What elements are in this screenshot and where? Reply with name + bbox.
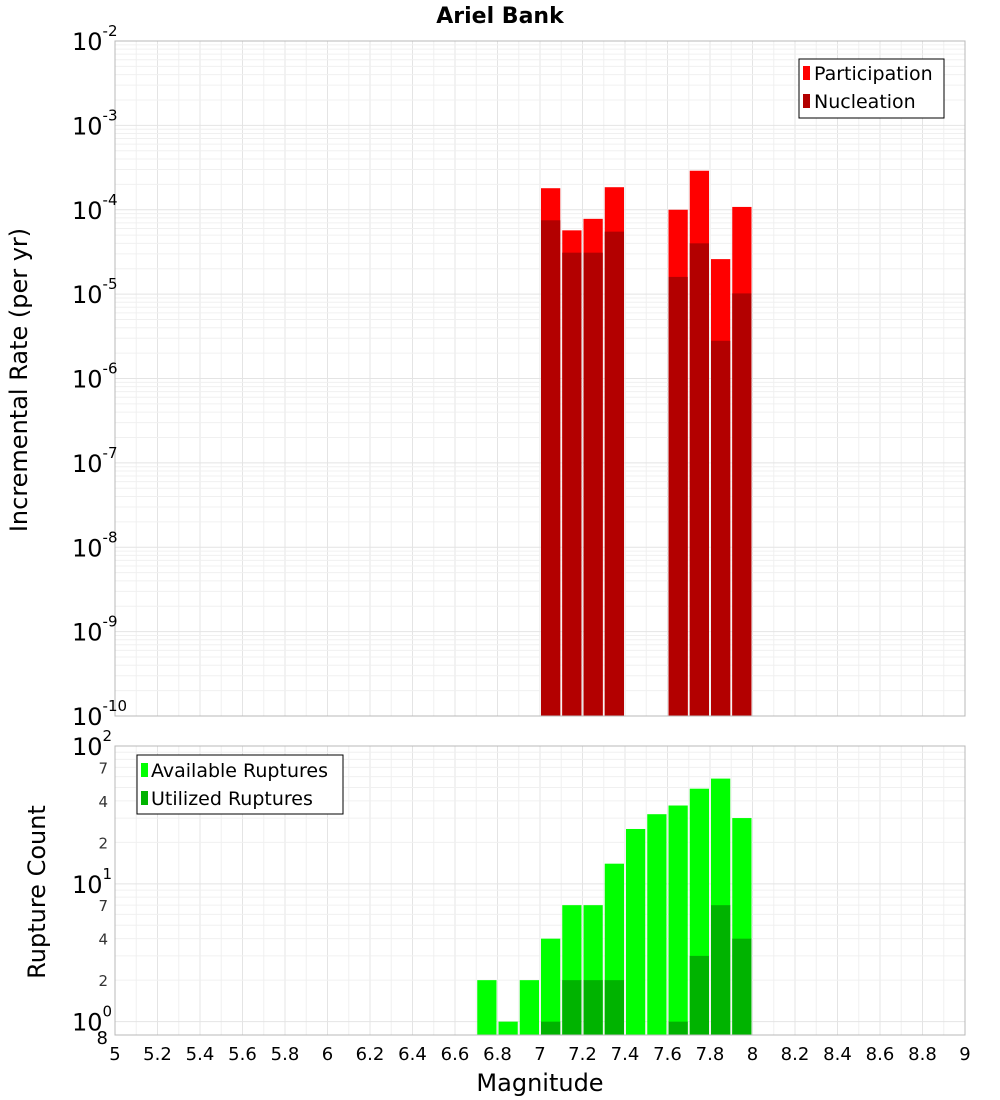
bottom-y-tick-label: 102 bbox=[72, 727, 112, 761]
bar-nucleation-7.15 bbox=[562, 252, 582, 716]
legend-swatch-utilized-ruptures bbox=[141, 791, 148, 805]
bottom-legend-box bbox=[136, 754, 344, 815]
top-y-tick-label: 10-9 bbox=[72, 613, 118, 647]
bottom-y-minor-tick-label: 4 bbox=[98, 931, 108, 949]
top-y-axis-label: Incremental Rate (per yr) bbox=[5, 228, 33, 532]
bottom-y-ticks: 102 101 100 7 4 2 7 4 2 8 bbox=[72, 727, 112, 1049]
x-tick-label: 6 bbox=[322, 1044, 333, 1065]
bar-nucleation-7.65 bbox=[668, 276, 688, 716]
legend-swatch-nucleation bbox=[803, 94, 810, 108]
bar-nucleation-7.85 bbox=[711, 340, 731, 716]
bottom-y-minor-tick-label: 2 bbox=[98, 834, 108, 852]
bottom-y-minor-tick-label: 4 bbox=[98, 793, 108, 811]
x-tick-label: 7.8 bbox=[696, 1044, 725, 1065]
x-tick-label: 7.4 bbox=[611, 1044, 640, 1065]
top-y-tick-label: 10-8 bbox=[72, 528, 118, 562]
bar-available-ruptures-7.45 bbox=[626, 828, 646, 1035]
bar-nucleation-7.75 bbox=[689, 243, 709, 717]
x-tick-label: 8.4 bbox=[823, 1044, 852, 1065]
x-tick-label: 8 bbox=[747, 1044, 758, 1065]
x-tick-label: 6.4 bbox=[398, 1044, 427, 1065]
top-y-tick-label: 10-6 bbox=[72, 360, 118, 394]
bottom-y-tick-label: 101 bbox=[72, 865, 112, 899]
bar-nucleation-7.25 bbox=[583, 252, 603, 716]
x-tick-label: 5.6 bbox=[228, 1044, 257, 1065]
top-y-tick-label: 10-2 bbox=[72, 22, 118, 56]
x-tick-label: 6.8 bbox=[483, 1044, 512, 1065]
bar-utilized-ruptures-7.25 bbox=[583, 980, 603, 1035]
bar-utilized-ruptures-7.05 bbox=[541, 1021, 561, 1035]
x-tick-label: 7.2 bbox=[568, 1044, 597, 1065]
bottom-plot: 102 101 100 7 4 2 7 4 2 8 Rupture Count Available… bbox=[23, 727, 966, 1049]
top-y-ticks: 10-2 10-3 10-4 10-5 10-6 10-7 10-8 10-9 10-10 bbox=[72, 22, 127, 731]
x-tick-label: 8.2 bbox=[781, 1044, 810, 1065]
x-tick-label: 5.2 bbox=[143, 1044, 172, 1065]
bottom-y-minor-tick-label: 8 bbox=[97, 1028, 108, 1049]
bar-available-ruptures-7.05 bbox=[541, 938, 561, 1035]
top-y-tick-label: 10-7 bbox=[72, 444, 118, 478]
top-bars bbox=[541, 170, 752, 717]
legend-label-participation: Participation bbox=[814, 63, 933, 85]
bottom-legend: Available Ruptures Utilized Ruptures bbox=[136, 754, 344, 815]
bar-utilized-ruptures-7.85 bbox=[711, 905, 731, 1035]
top-y-tick-label: 10-4 bbox=[72, 191, 118, 225]
x-tick-label: 6.6 bbox=[441, 1044, 470, 1065]
legend-label-utilized-ruptures: Utilized Ruptures bbox=[151, 788, 313, 810]
x-tick-label: 5.4 bbox=[186, 1044, 215, 1065]
bottom-y-axis-label: Rupture Count bbox=[23, 805, 51, 979]
x-tick-label: 7 bbox=[534, 1044, 545, 1065]
top-legend-box bbox=[798, 58, 945, 119]
legend-label-available-ruptures: Available Ruptures bbox=[151, 760, 328, 782]
x-tick-label: 6.2 bbox=[356, 1044, 385, 1065]
top-grid bbox=[114, 41, 966, 717]
top-plot-frame bbox=[114, 40, 966, 717]
x-tick-label: 9 bbox=[959, 1044, 970, 1065]
bar-utilized-ruptures-7.75 bbox=[689, 955, 709, 1035]
bar-nucleation-7.35 bbox=[604, 231, 624, 716]
top-y-tick-label: 10-3 bbox=[72, 106, 118, 140]
legend-swatch-available-ruptures bbox=[141, 763, 148, 777]
bar-utilized-ruptures-7.15 bbox=[562, 980, 582, 1035]
bar-available-ruptures-6.95 bbox=[519, 980, 539, 1035]
x-tick-label: 5.8 bbox=[271, 1044, 300, 1065]
x-tick-label: 7.6 bbox=[653, 1044, 682, 1065]
bar-utilized-ruptures-7.95 bbox=[732, 938, 752, 1035]
x-axis-label: Magnitude bbox=[476, 1069, 603, 1097]
legend-label-nucleation: Nucleation bbox=[814, 91, 916, 113]
bar-available-ruptures-6.85 bbox=[498, 1021, 518, 1035]
top-y-tick-label: 10-10 bbox=[72, 697, 127, 731]
legend-swatch-participation bbox=[803, 66, 810, 80]
bar-available-ruptures-6.75 bbox=[477, 980, 497, 1035]
bottom-bars bbox=[477, 778, 752, 1035]
top-plot: 10-2 10-3 10-4 10-5 10-6 10-7 10-8 10-9 10-10 In… bbox=[5, 22, 966, 731]
x-tick-label: 8.6 bbox=[866, 1044, 895, 1065]
bar-nucleation-7.95 bbox=[732, 293, 752, 716]
bar-utilized-ruptures-7.65 bbox=[668, 1021, 688, 1035]
bottom-y-tick-label: 100 bbox=[72, 1003, 112, 1037]
bottom-plot-frame bbox=[114, 745, 966, 1036]
bar-available-ruptures-7.65 bbox=[668, 805, 688, 1035]
bottom-y-minor-tick-label: 2 bbox=[98, 972, 108, 990]
x-tick-labels: 5 5.2 5.4 5.6 5.8 6 6.2 6.4 6.6 6.8 7 7.2 7.4 7.6 7.8 8… bbox=[109, 1044, 970, 1065]
bar-available-ruptures-7.55 bbox=[647, 814, 667, 1035]
x-tick-label: 5 bbox=[109, 1044, 120, 1065]
bottom-y-minor-tick-label: 7 bbox=[98, 759, 108, 777]
x-tick-label: 8.8 bbox=[908, 1044, 937, 1065]
bottom-y-minor-tick-label: 7 bbox=[98, 897, 108, 915]
chart-title: Ariel Bank bbox=[436, 4, 565, 29]
bar-nucleation-7.05 bbox=[541, 220, 561, 717]
top-y-tick-label: 10-5 bbox=[72, 275, 118, 309]
bar-utilized-ruptures-7.35 bbox=[604, 980, 624, 1035]
top-legend: Participation Nucleation bbox=[798, 58, 945, 119]
